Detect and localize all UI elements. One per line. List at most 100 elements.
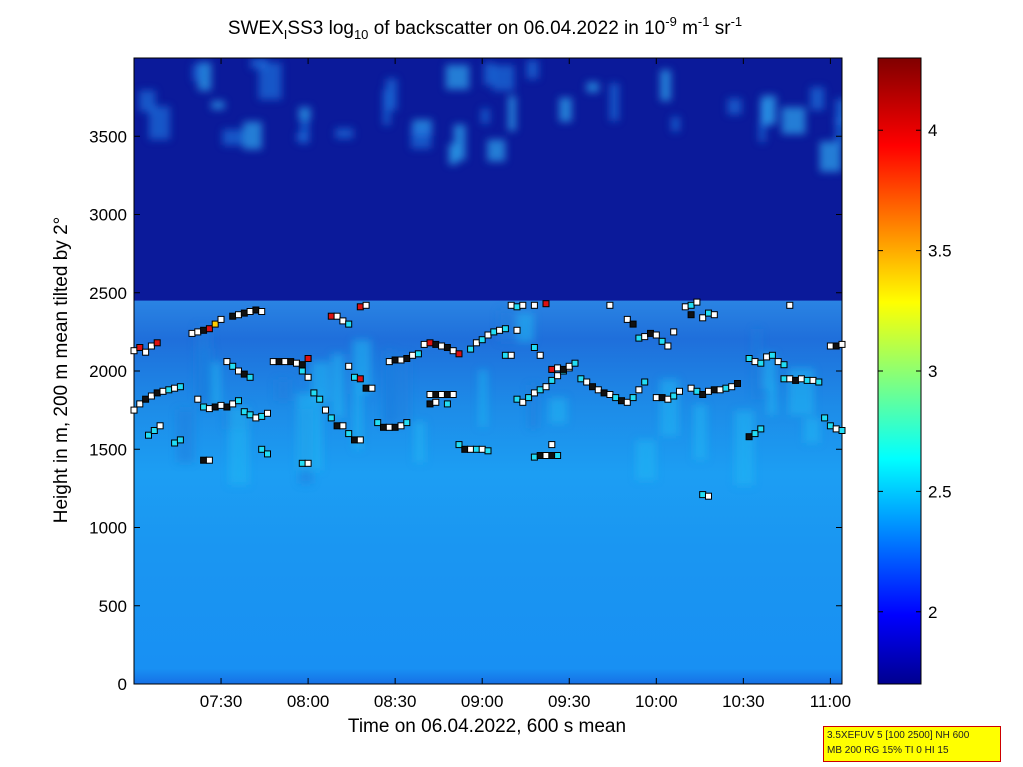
data-marker [420, 340, 428, 348]
data-marker [403, 355, 411, 362]
streak [586, 82, 599, 93]
data-marker [513, 303, 521, 311]
colorbar-tick-label: 3 [928, 362, 937, 381]
data-marker [240, 408, 248, 416]
streak [296, 132, 306, 142]
data-marker [235, 311, 242, 319]
title-sup-3: -1 [730, 14, 743, 29]
data-marker [188, 329, 196, 337]
data-marker [484, 331, 492, 339]
data-marker [548, 452, 556, 459]
data-marker [385, 358, 393, 366]
x-tick-label: 07:30 [200, 692, 243, 711]
data-marker [629, 394, 637, 402]
data-marker [705, 309, 712, 317]
data-marker [165, 386, 173, 394]
data-marker [652, 331, 660, 339]
data-marker [745, 355, 753, 362]
data-marker [385, 423, 393, 431]
y-tick-label: 3500 [89, 127, 127, 146]
streak [781, 107, 806, 135]
data-marker [229, 362, 237, 370]
streak [478, 369, 487, 427]
data-marker [153, 389, 161, 397]
colorbar-tick-label: 3.5 [928, 242, 952, 261]
streak [810, 87, 825, 111]
data-marker [380, 423, 387, 431]
streak [835, 117, 842, 146]
data-marker [681, 303, 689, 311]
streak [411, 125, 432, 149]
streak [228, 406, 249, 485]
data-marker [200, 456, 208, 464]
streak [383, 354, 411, 423]
streak [258, 62, 282, 100]
data-marker [559, 365, 567, 373]
y-axis: 0 500 1000 1500 2000 2500 3000 3500 [89, 127, 842, 694]
streak [758, 123, 766, 143]
y-tick-label: 2500 [89, 284, 127, 303]
data-marker [145, 431, 152, 439]
y-tick-label: 1000 [89, 519, 127, 538]
data-marker [722, 384, 730, 392]
data-marker [403, 419, 411, 427]
streak [453, 124, 466, 161]
data-marker [432, 398, 440, 406]
boundary-layer [134, 300, 842, 684]
data-marker [600, 389, 608, 397]
data-marker [240, 309, 248, 317]
data-marker [461, 445, 469, 453]
streak [483, 62, 495, 86]
data-marker [391, 356, 399, 364]
data-marker [156, 422, 164, 430]
data-marker [246, 411, 254, 419]
data-marker [200, 326, 208, 334]
data-marker [699, 391, 707, 398]
streak [445, 64, 470, 90]
settings-info-box: 3.5XEFUV 5 [100 2500] NH 600 MB 200 RG 1… [823, 726, 1001, 762]
data-marker [409, 351, 417, 359]
data-marker [786, 301, 794, 309]
streak [192, 64, 203, 82]
data-marker [194, 328, 202, 336]
data-marker [589, 383, 596, 391]
data-marker [542, 452, 550, 459]
data-marker [455, 441, 463, 449]
data-marker [275, 358, 283, 366]
data-marker [687, 384, 695, 392]
data-marker [548, 441, 556, 449]
colorbar-tick-label: 2 [928, 603, 937, 622]
y-tick-label: 3000 [89, 206, 127, 225]
data-marker [826, 422, 834, 430]
data-marker [676, 387, 683, 395]
y-tick-label: 0 [118, 675, 127, 694]
data-marker [519, 398, 527, 406]
x-tick-label: 08:30 [374, 692, 417, 711]
data-marker [478, 445, 486, 453]
data-marker [432, 340, 440, 348]
data-marker [472, 445, 480, 453]
streak [275, 379, 290, 401]
data-marker [211, 403, 219, 411]
streak [549, 398, 567, 424]
data-marker [339, 422, 347, 430]
data-marker [635, 334, 643, 342]
data-marker [426, 400, 434, 408]
data-marker [327, 312, 335, 320]
data-marker [751, 430, 759, 438]
x-tick-label: 11:00 [810, 692, 851, 711]
y-tick-label: 1500 [89, 440, 127, 459]
data-marker [774, 358, 782, 366]
data-marker [606, 391, 614, 398]
data-marker [345, 362, 353, 370]
data-marker [594, 386, 602, 394]
streak [516, 312, 534, 343]
data-marker [374, 419, 382, 427]
data-marker [130, 347, 138, 355]
data-marker [815, 378, 823, 386]
data-marker [670, 328, 678, 336]
data-marker [658, 394, 666, 402]
data-marker [542, 300, 550, 308]
data-marker [618, 397, 625, 405]
